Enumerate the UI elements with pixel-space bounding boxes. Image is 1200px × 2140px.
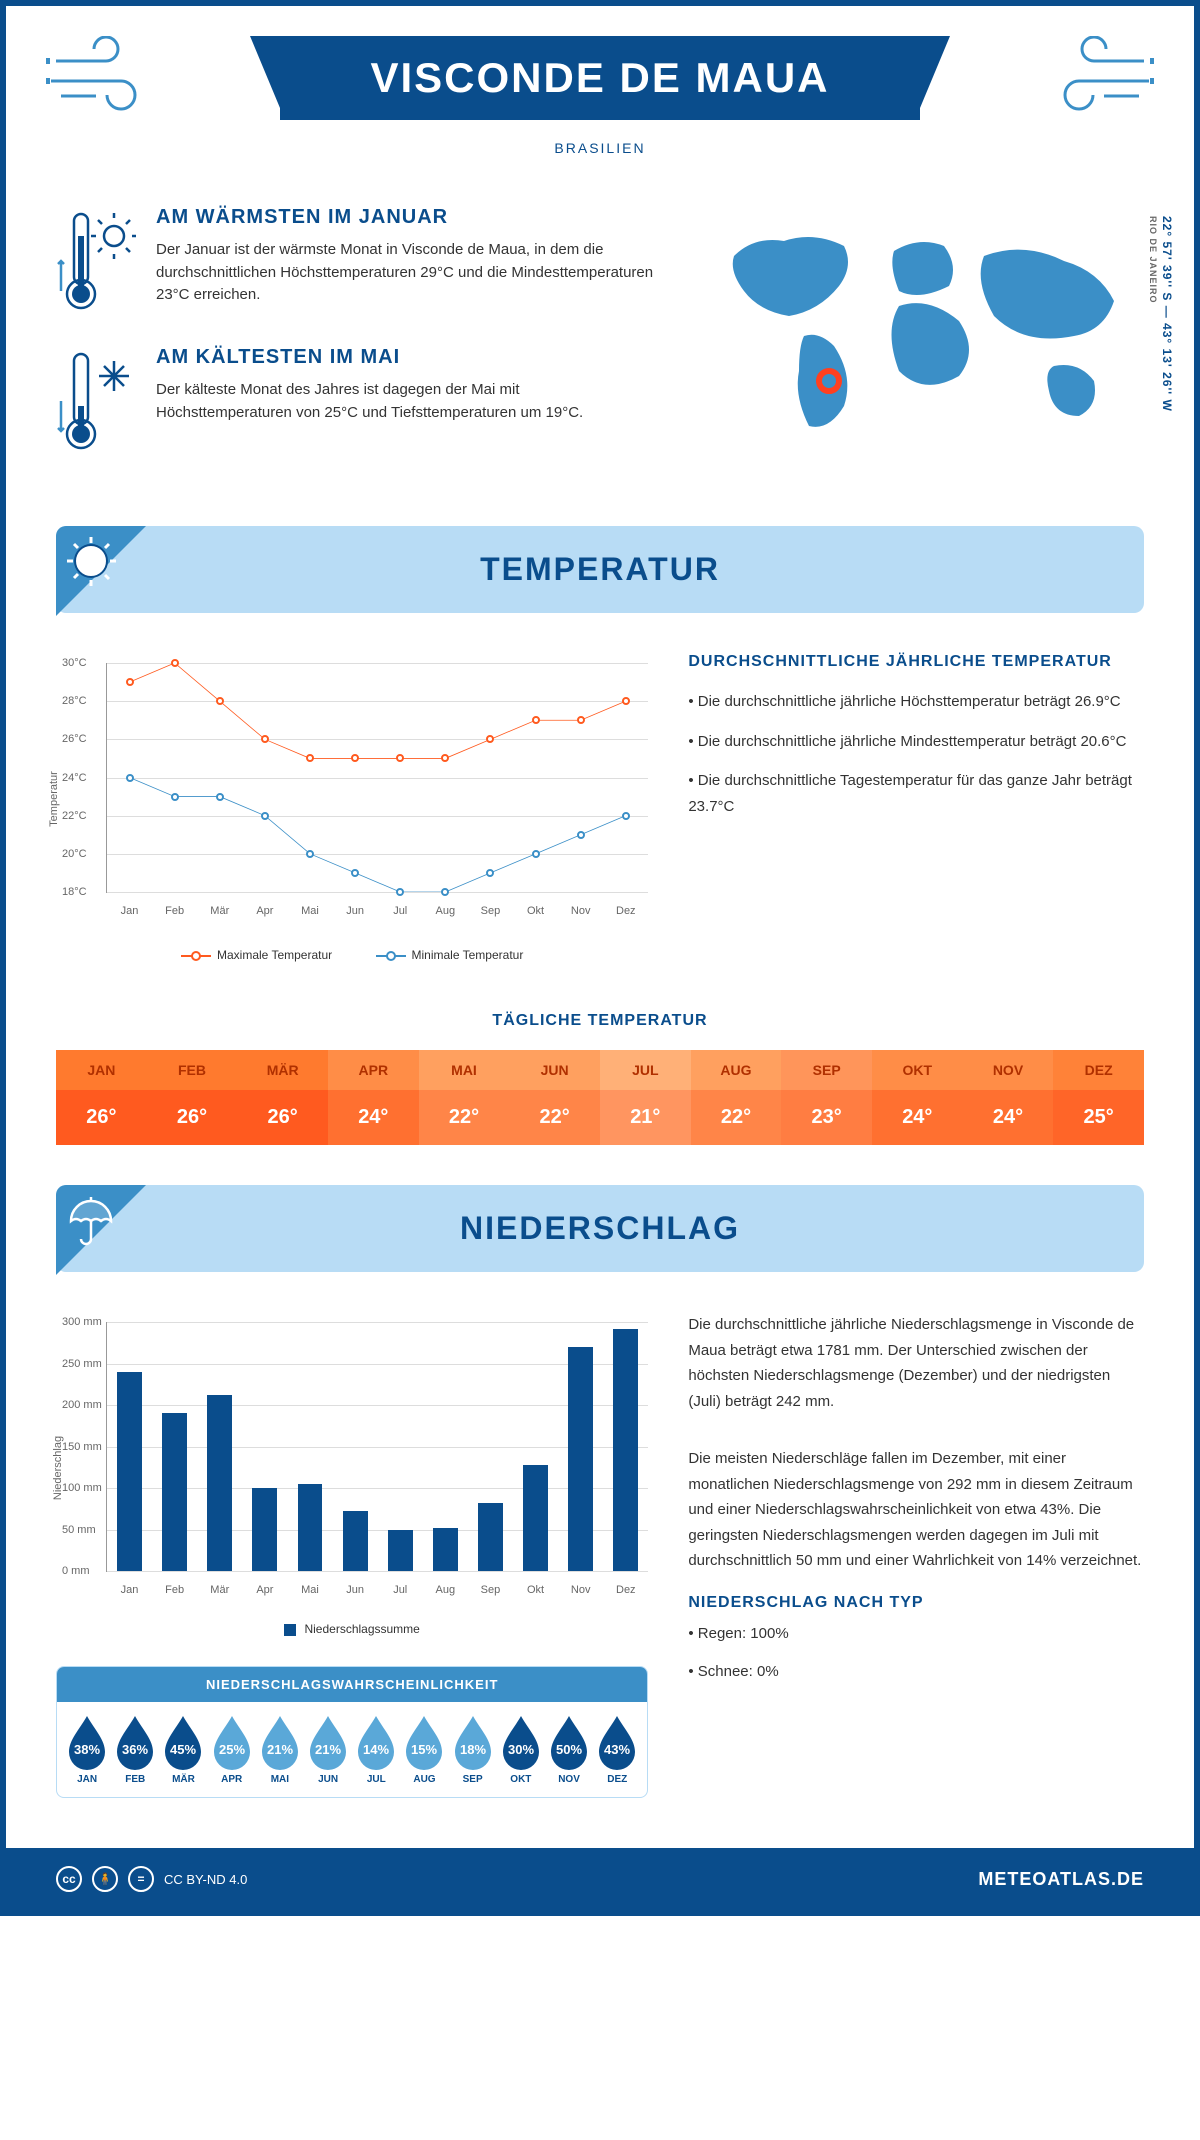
chart-legend: Maximale Temperatur Minimale Temperatur <box>56 948 648 962</box>
cc-icon: cc <box>56 1866 82 1892</box>
section-title: TEMPERATUR <box>81 551 1119 588</box>
subtitle: BRASILIEN <box>6 140 1194 156</box>
precipitation-description: Die durchschnittliche jährliche Niedersc… <box>688 1312 1144 1798</box>
svg-text:21%: 21% <box>267 1742 293 1757</box>
temperature-line-chart: Temperatur 18°C20°C22°C24°C26°C28°C30°CJ… <box>56 653 648 962</box>
svg-text:14%: 14% <box>363 1742 389 1757</box>
warmest-title: AM WÄRMSTEN IM JANUAR <box>156 206 654 229</box>
daily-temperature-table: JANFEBMÄRAPRMAIJUNJULAUGSEPOKTNOVDEZ26°2… <box>56 1050 1144 1145</box>
title-banner: VISCONDE DE MAUA <box>280 36 919 120</box>
header: VISCONDE DE MAUA BRASILIEN <box>6 6 1194 176</box>
wind-icon <box>1044 36 1154 121</box>
svg-text:50%: 50% <box>556 1742 582 1757</box>
section-header-temperature: TEMPERATUR <box>56 526 1144 613</box>
coldest-text: Der kälteste Monat des Jahres ist dagege… <box>156 379 654 424</box>
svg-text:36%: 36% <box>122 1742 148 1757</box>
thermometer-hot-icon <box>56 206 136 321</box>
svg-text:18%: 18% <box>460 1742 486 1757</box>
section-title: NIEDERSCHLAG <box>81 1210 1119 1247</box>
sun-icon <box>56 526 146 616</box>
svg-text:30%: 30% <box>508 1742 534 1757</box>
coldest-block: AM KÄLTESTEN IM MAI Der kälteste Monat d… <box>56 346 654 461</box>
by-icon: 🧍 <box>92 1866 118 1892</box>
svg-text:21%: 21% <box>315 1742 341 1757</box>
brand: METEOATLAS.DE <box>978 1869 1144 1890</box>
precipitation-bar-chart: Niederschlag 0 mm50 mm100 mm150 mm200 mm… <box>56 1312 648 1798</box>
svg-text:38%: 38% <box>74 1742 100 1757</box>
page-title: VISCONDE DE MAUA <box>370 54 829 102</box>
wind-icon <box>46 36 156 121</box>
precipitation-probability: NIEDERSCHLAGSWAHRSCHEINLICHKEIT 38%JAN36… <box>56 1666 648 1798</box>
thermometer-cold-icon <box>56 346 136 461</box>
license: cc 🧍 = CC BY-ND 4.0 <box>56 1866 247 1892</box>
svg-text:15%: 15% <box>411 1742 437 1757</box>
warmest-block: AM WÄRMSTEN IM JANUAR Der Januar ist der… <box>56 206 654 321</box>
daily-temp-title: TÄGLICHE TEMPERATUR <box>6 1012 1194 1030</box>
nd-icon: = <box>128 1866 154 1892</box>
svg-text:25%: 25% <box>219 1742 245 1757</box>
coordinates: 22° 57' 39'' S — 43° 13' 26'' WRIO DE JA… <box>1146 216 1174 412</box>
temperature-description: DURCHSCHNITTLICHE JÄHRLICHE TEMPERATUR •… <box>688 653 1144 962</box>
warmest-text: Der Januar ist der wärmste Monat in Visc… <box>156 239 654 307</box>
bar-legend: Niederschlagssumme <box>56 1622 648 1636</box>
world-map: 22° 57' 39'' S — 43° 13' 26'' WRIO DE JA… <box>694 206 1144 486</box>
info-row: AM WÄRMSTEN IM JANUAR Der Januar ist der… <box>6 176 1194 526</box>
svg-text:43%: 43% <box>604 1742 630 1757</box>
coldest-title: AM KÄLTESTEN IM MAI <box>156 346 654 369</box>
section-header-precipitation: NIEDERSCHLAG <box>56 1185 1144 1272</box>
umbrella-icon <box>56 1185 146 1275</box>
footer: cc 🧍 = CC BY-ND 4.0 METEOATLAS.DE <box>6 1848 1194 1910</box>
svg-text:45%: 45% <box>170 1742 196 1757</box>
